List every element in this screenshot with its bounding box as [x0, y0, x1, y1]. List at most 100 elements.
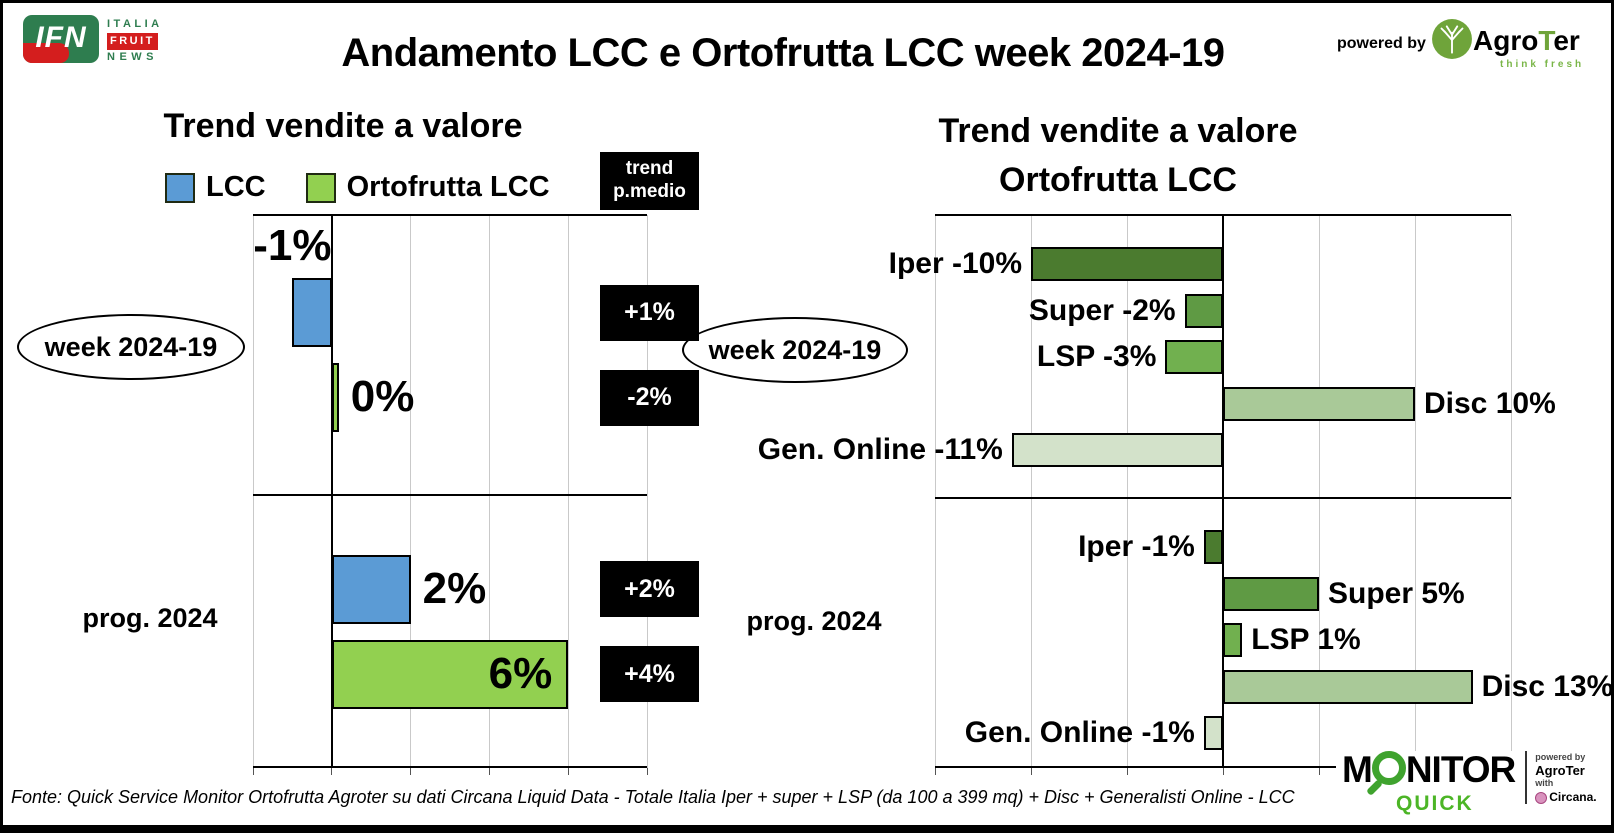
legend-item-lcc: LCC	[165, 171, 266, 204]
trend-pmedio-value: +2%	[600, 561, 699, 617]
agroter-agro: Agro	[1473, 25, 1539, 56]
left-chart-title: Trend vendite a valore	[163, 107, 523, 145]
trend-pmedio-header: trend p.medio	[600, 152, 699, 210]
ifn-abbr: IFN	[35, 21, 87, 54]
plot-bottom-border	[253, 766, 647, 768]
axis-tick	[567, 768, 569, 775]
zero-axis-line	[1222, 215, 1224, 768]
bar-iper	[1203, 530, 1223, 564]
bar-category-label: LSP 1%	[1251, 623, 1361, 656]
monitor-powered-by: powered by AgroTer with Circana.	[1525, 751, 1597, 804]
circana-logo: Circana.	[1535, 790, 1597, 804]
axis-tick	[1030, 768, 1032, 775]
legend-item-ortofrutta: Ortofrutta LCC	[305, 171, 550, 204]
bar-lcc	[331, 554, 411, 624]
monitor-m: M	[1342, 749, 1373, 790]
page-title: Andamento LCC e Ortofrutta LCC week 2024…	[341, 31, 1225, 75]
bar-disc	[1223, 669, 1473, 704]
trend-pmedio-value: +4%	[600, 646, 699, 702]
monitor-wordmark: M NITOR QUICK	[1342, 749, 1516, 816]
right-chart-plot: Iper -10% Super -2% LSP -3% Disc 10% Gen. On…	[758, 214, 1611, 775]
bar-value-label: 6%	[488, 648, 553, 698]
bar-lsp	[1165, 340, 1223, 374]
row-divider	[253, 494, 647, 496]
bar-category-label: Gen. Online -1%	[964, 716, 1195, 749]
ifn-italia: ITALIA	[107, 18, 163, 30]
legend-label-lcc: LCC	[206, 171, 266, 203]
axis-tick	[1318, 768, 1320, 775]
trend-pmedio-value: +1%	[600, 284, 699, 341]
magnifier-icon	[1371, 751, 1406, 785]
axis-tick	[646, 768, 648, 775]
bar-category-label: Super -2%	[1028, 293, 1176, 327]
gridline	[934, 215, 936, 768]
gridline	[1414, 215, 1416, 768]
legend-label-ortofrutta: Ortofrutta LCC	[346, 171, 550, 203]
right-group-label-week: week 2024-19	[682, 317, 908, 383]
left-group-label-prog: prog. 2024	[82, 603, 218, 633]
legend-swatch-lcc	[165, 172, 195, 203]
trend-pmedio-value: -2%	[600, 369, 699, 426]
circana-label: Circana.	[1549, 790, 1597, 804]
bar-category-label: Disc 10%	[1424, 386, 1556, 420]
gridline	[252, 215, 254, 768]
monitor-agroter-label: AgroTer	[1535, 763, 1585, 778]
trend-header-line2: p.medio	[613, 181, 686, 202]
plot-bottom-border	[935, 766, 1511, 768]
axis-tick	[331, 768, 333, 775]
gridline	[646, 215, 648, 768]
gridline	[1318, 215, 1320, 768]
agroter-tagline: think fresh	[1500, 59, 1585, 70]
ifn-news: NEWS	[107, 51, 158, 63]
gridline	[410, 215, 412, 768]
bar-lcc	[292, 278, 332, 347]
bar-value-label: 2%	[422, 563, 487, 613]
bar-category-label: Gen. Online -11%	[757, 433, 1003, 466]
circana-icon	[1535, 791, 1548, 804]
powered-by-label: powered by	[1337, 35, 1426, 52]
bar-super	[1184, 293, 1223, 328]
gridline	[1510, 215, 1512, 768]
monitor-powered-by-label: powered by	[1535, 752, 1586, 762]
bar-super	[1223, 576, 1319, 611]
trend-header-line1: trend	[625, 158, 674, 180]
bar-lsp	[1223, 623, 1243, 657]
bar-category-label: Super 5%	[1328, 576, 1465, 610]
source-footnote: Fonte: Quick Service Monitor Ortofrutta …	[11, 787, 1295, 807]
axis-tick	[410, 768, 412, 775]
gridline	[1030, 215, 1032, 768]
agroter-tree-icon	[1431, 18, 1473, 65]
quick-wordmark: QUICK	[1396, 792, 1474, 815]
agroter-wordmark: AgroTer	[1473, 25, 1580, 57]
gridline	[488, 215, 490, 768]
bar-category-label: Disc 13%	[1481, 669, 1614, 703]
agroter-t: T	[1538, 25, 1554, 56]
right-title-line2: Ortofrutta LCC	[999, 161, 1237, 199]
bar-value-label: -1%	[253, 221, 332, 270]
ifn-wordmark: ITALIA FRUIT NEWS	[107, 17, 163, 65]
right-chart-title: Trend vendite a valore Ortofrutta LCC	[918, 107, 1318, 205]
bar-value-label: 0%	[350, 372, 415, 421]
bar-disc	[1223, 386, 1415, 421]
bar-category-label: Iper -1%	[1078, 530, 1195, 563]
axis-tick	[1222, 768, 1224, 775]
axis-tick	[488, 768, 490, 775]
right-title-line1: Trend vendite a valore	[938, 112, 1298, 150]
bar-ortofrutta-lcc	[331, 363, 339, 432]
zero-axis-line	[330, 215, 333, 768]
left-chart-legend: LCC Ortofrutta LCC	[165, 171, 550, 204]
bar-category-label: LSP -3%	[1036, 340, 1157, 373]
axis-tick	[1126, 768, 1128, 775]
bar-category-label: Iper -10%	[888, 247, 1022, 280]
axis-tick	[252, 768, 254, 775]
bar-ortofrutta-lcc	[331, 639, 569, 709]
gridline	[567, 215, 569, 768]
right-group-label-prog: prog. 2024	[746, 606, 882, 636]
ifn-fruit: FRUIT	[107, 33, 158, 50]
ifn-logo: IFN ITALIA FRUIT NEWS	[23, 15, 193, 67]
left-group-label-week: week 2024-19	[17, 314, 245, 380]
plot-top-border	[935, 214, 1511, 216]
bar-iper	[1031, 247, 1223, 281]
bar-gen-online	[1203, 716, 1223, 750]
